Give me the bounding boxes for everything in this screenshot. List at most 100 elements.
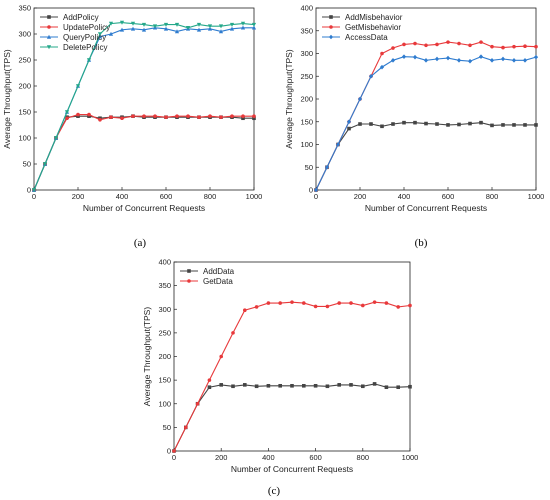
data-point	[384, 385, 389, 390]
y-tick-label: 200	[158, 352, 171, 361]
data-point	[337, 383, 341, 387]
x-tick-label: 1000	[402, 453, 419, 462]
data-point	[241, 116, 245, 121]
data-point	[434, 56, 440, 62]
data-point	[252, 116, 256, 121]
data-point	[380, 124, 384, 129]
data-point	[108, 31, 114, 36]
x-tick-label: 400	[262, 453, 275, 462]
data-point	[196, 22, 202, 27]
data-point	[254, 384, 259, 389]
data-point	[325, 304, 330, 309]
series-GetMisbehavior	[314, 40, 538, 192]
legend: AddPolicyUpdatePolicyQueryPolicyDeletePo…	[40, 13, 110, 52]
data-point	[423, 58, 429, 63]
x-axis-label: Number of Concurrent Requests	[83, 203, 205, 213]
x-tick-label: 0	[32, 192, 36, 201]
x-tick-label: 600	[160, 192, 173, 201]
x-tick-label: 800	[204, 192, 217, 201]
y-axis-label: Average Throughput(TPS)	[142, 307, 152, 407]
data-point	[196, 27, 202, 32]
legend-label: DeletePolicy	[63, 43, 107, 52]
data-point	[512, 44, 516, 49]
data-point	[379, 64, 385, 70]
data-point	[278, 383, 282, 388]
data-point	[254, 305, 259, 309]
data-point	[231, 384, 235, 389]
data-point	[86, 58, 92, 63]
data-point	[240, 25, 246, 30]
legend-marker	[47, 15, 51, 19]
chart-b: 0 200 400 600 800 1000 0 50 100 150 200 250 300 350 40…	[284, 4, 544, 213]
x-tick-label: 600	[309, 453, 322, 462]
data-point	[313, 304, 318, 309]
data-point	[357, 96, 363, 102]
y-tick-label: 50	[163, 423, 171, 432]
y-tick-label: 200	[300, 95, 313, 104]
legend-marker	[46, 45, 52, 50]
y-tick-label: 350	[300, 26, 313, 35]
data-point	[207, 385, 212, 390]
y-tick-label: 400	[158, 258, 171, 267]
data-point	[302, 301, 306, 305]
y-tick-label: 0	[167, 447, 171, 456]
data-point	[241, 114, 245, 118]
data-point	[218, 24, 224, 29]
y-tick-label: 400	[300, 4, 313, 13]
data-point	[243, 308, 247, 312]
y-tick-label: 350	[158, 281, 171, 290]
data-point	[184, 425, 188, 430]
data-point	[402, 120, 406, 125]
series-line	[33, 27, 254, 191]
data-point	[219, 354, 223, 359]
data-point	[424, 121, 428, 126]
data-point	[266, 383, 271, 388]
data-point	[424, 43, 428, 48]
data-point	[207, 24, 213, 29]
data-point	[75, 84, 81, 89]
legend-label: GetData	[203, 277, 233, 286]
y-tick-label: 100	[158, 399, 171, 408]
y-tick-label: 150	[158, 376, 171, 385]
data-point	[119, 27, 125, 32]
data-point	[197, 115, 201, 119]
data-point	[152, 24, 158, 29]
legend-label: AccessData	[345, 33, 388, 42]
data-point	[402, 42, 406, 47]
data-point	[534, 44, 538, 49]
y-tick-label: 200	[18, 82, 31, 91]
y-tick-label: 250	[158, 328, 171, 337]
data-point	[278, 301, 283, 305]
x-tick-label: 1000	[528, 192, 545, 201]
data-point	[445, 55, 451, 61]
data-point	[347, 126, 351, 131]
data-point	[302, 383, 306, 388]
series-line	[173, 383, 411, 452]
data-point	[349, 301, 353, 305]
data-point	[65, 116, 69, 121]
data-point	[396, 385, 400, 390]
legend-marker	[187, 269, 191, 273]
data-point	[372, 300, 377, 304]
x-tick-label: 200	[354, 192, 367, 201]
data-point	[396, 305, 401, 309]
data-point	[446, 40, 450, 44]
data-point	[349, 383, 353, 387]
data-point	[218, 29, 224, 34]
data-point	[130, 26, 136, 31]
y-tick-label: 300	[300, 49, 313, 58]
y-axis-label: Average Throughput(TPS)	[284, 49, 294, 149]
data-point	[175, 114, 179, 118]
data-point	[522, 58, 528, 63]
data-point	[412, 54, 418, 60]
x-tick-label: 200	[215, 453, 228, 462]
series-AddMisbehavior	[314, 120, 538, 192]
data-point	[195, 401, 200, 406]
data-point	[141, 27, 147, 32]
series-GetData	[172, 300, 412, 453]
data-point	[53, 136, 59, 141]
x-axis-label: Number of Concurrent Requests	[231, 464, 353, 474]
data-point	[324, 164, 330, 170]
data-point	[467, 58, 473, 64]
data-point	[523, 123, 527, 127]
